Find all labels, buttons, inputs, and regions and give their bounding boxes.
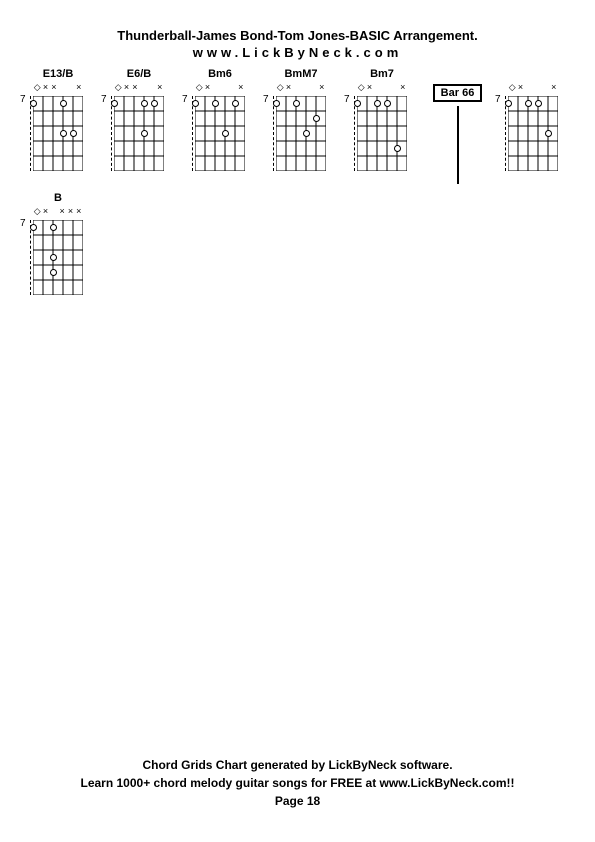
dashed-line (354, 96, 355, 171)
mute-marker (533, 82, 541, 96)
chord-diagram: E13/B7◇××× (25, 68, 91, 174)
dashed-line (505, 96, 506, 171)
mute-marker (66, 82, 74, 96)
mute-marker: × (122, 82, 130, 96)
mute-marker: ◇ (33, 82, 41, 96)
mute-marker: × (203, 82, 211, 96)
mute-marker (390, 82, 398, 96)
mute-marker: × (399, 82, 407, 96)
fret-number: 7 (263, 94, 269, 105)
mute-marker: ◇ (33, 206, 41, 220)
mute-marker: × (41, 82, 49, 96)
mute-row: ◇××× (33, 82, 83, 96)
dashed-line (30, 220, 31, 295)
mute-row: ◇×× (508, 82, 558, 96)
footer-page: Page 18 (0, 792, 595, 810)
mute-marker (147, 82, 155, 96)
mute-marker (50, 206, 58, 220)
mute-marker (212, 82, 220, 96)
bar-line (457, 106, 459, 184)
chord-diagram: BmM77◇×× (268, 68, 334, 174)
mute-marker: × (365, 82, 373, 96)
fret-number: 7 (20, 218, 26, 229)
chord-diagram: 7◇×× (500, 68, 566, 174)
mute-marker (541, 82, 549, 96)
mute-row: ◇×× (357, 82, 407, 96)
footer-line1: Chord Grids Chart generated by LickByNec… (0, 756, 595, 774)
mute-marker (139, 82, 147, 96)
dashed-line (192, 96, 193, 171)
fret-number: 7 (20, 94, 26, 105)
fret-number: 7 (344, 94, 350, 105)
mute-marker: × (66, 206, 74, 220)
footer-line2: Learn 1000+ chord melody guitar songs fo… (0, 774, 595, 792)
dashed-line (273, 96, 274, 171)
mute-row: ◇×× (195, 82, 245, 96)
chord-diagram: Bm67◇×× (187, 68, 253, 174)
mute-marker: × (156, 82, 164, 96)
fret-number: 7 (495, 94, 501, 105)
mute-marker: ◇ (508, 82, 516, 96)
chord-diagram: B7◇×××× (25, 192, 91, 298)
mute-marker (301, 82, 309, 96)
mute-marker: ◇ (357, 82, 365, 96)
mute-marker: ◇ (276, 82, 284, 96)
mute-marker: × (237, 82, 245, 96)
mute-marker: × (75, 206, 83, 220)
mute-marker (382, 82, 390, 96)
fret-number: 7 (182, 94, 188, 105)
mute-marker: × (75, 82, 83, 96)
mute-marker (220, 82, 228, 96)
mute-marker (309, 82, 317, 96)
page-footer: Chord Grids Chart generated by LickByNec… (0, 756, 595, 810)
fret-number: 7 (101, 94, 107, 105)
mute-marker: × (284, 82, 292, 96)
bar-marker: Bar 66 (430, 84, 485, 184)
mute-marker (525, 82, 533, 96)
mute-row: ◇××× (114, 82, 164, 96)
chord-row-1: E13/B7◇×××E6/B7◇×××Bm67◇××BmM77◇××Bm77◇×… (0, 68, 595, 184)
mute-marker: × (41, 206, 49, 220)
mute-marker: ◇ (195, 82, 203, 96)
chord-diagram: E6/B7◇××× (106, 68, 172, 174)
chord-diagram: Bm77◇×× (349, 68, 415, 174)
mute-marker: × (318, 82, 326, 96)
mute-marker (293, 82, 301, 96)
page-title: Thunderball-James Bond-Tom Jones-BASIC A… (0, 28, 595, 43)
dashed-line (111, 96, 112, 171)
mute-marker (374, 82, 382, 96)
mute-marker (228, 82, 236, 96)
mute-marker: × (550, 82, 558, 96)
mute-marker: × (50, 82, 58, 96)
mute-marker: × (58, 206, 66, 220)
bar-label: Bar 66 (433, 84, 483, 102)
chord-row-2: B7◇×××× (0, 192, 595, 298)
mute-marker: ◇ (114, 82, 122, 96)
mute-row: ◇×× (276, 82, 326, 96)
dashed-line (30, 96, 31, 171)
website-url: www.LickByNeck.com (0, 45, 595, 60)
mute-row: ◇×××× (33, 206, 83, 220)
mute-marker: × (131, 82, 139, 96)
mute-marker (58, 82, 66, 96)
mute-marker: × (516, 82, 524, 96)
